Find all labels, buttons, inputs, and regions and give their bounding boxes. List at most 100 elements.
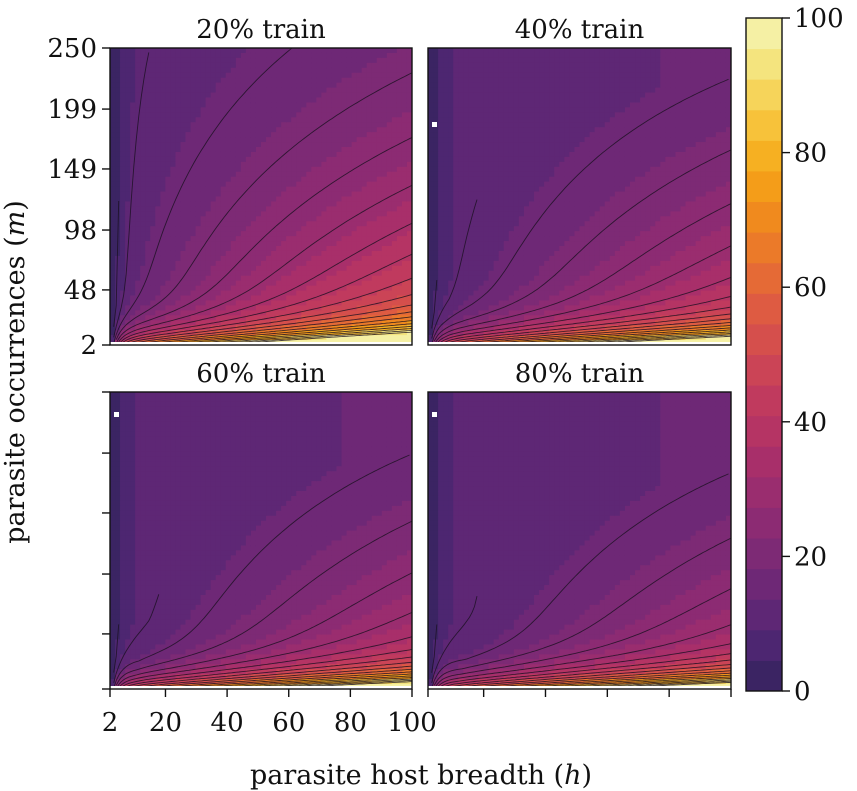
heat-cell — [326, 191, 333, 198]
heat-cell — [225, 186, 232, 193]
heat-cell — [478, 77, 485, 84]
heat-cell — [386, 265, 393, 272]
heat-cell — [195, 325, 202, 331]
heat-cell — [493, 142, 500, 148]
heat-cell — [140, 161, 146, 168]
heat-cell — [346, 117, 353, 123]
heat-cell — [326, 122, 333, 128]
heat-cell — [306, 166, 312, 173]
heat-cell — [483, 107, 490, 113]
heat-cell — [468, 231, 475, 237]
heat-cell — [195, 280, 202, 287]
heat-cell — [255, 127, 262, 133]
heat-cell — [331, 57, 338, 64]
heat-cell — [468, 265, 475, 272]
heat-cell — [493, 72, 500, 79]
heat-cell — [271, 300, 277, 306]
heat-cell — [326, 255, 333, 262]
heat-cell — [493, 176, 500, 183]
heat-cell — [160, 201, 166, 207]
heat-cell — [165, 161, 171, 168]
heat-cell — [401, 72, 408, 79]
heat-cell — [443, 236, 449, 242]
heat-cell — [321, 52, 328, 59]
heat-cell — [110, 325, 116, 331]
heat-cell — [336, 52, 343, 59]
heat-cell — [428, 72, 434, 79]
heat-cell — [276, 137, 282, 143]
heat-cell — [478, 151, 485, 158]
heat-cell — [125, 137, 131, 143]
heat-cell — [120, 246, 126, 252]
heat-cell — [276, 270, 282, 277]
heat-cell — [463, 171, 469, 178]
heat-cell — [406, 236, 412, 242]
heat-cell — [225, 97, 232, 104]
heat-cell — [235, 216, 242, 222]
heat-cell — [245, 67, 252, 74]
heat-cell — [190, 87, 197, 94]
heat-cell — [296, 77, 302, 84]
heat-cell — [326, 260, 333, 267]
heat-cell — [215, 191, 222, 198]
heat-cell — [170, 112, 177, 118]
heat-cell — [125, 191, 131, 198]
heat-cell — [513, 166, 520, 173]
heat-cell — [493, 147, 500, 153]
heat-cell — [366, 132, 373, 138]
heat-cell — [508, 250, 515, 257]
heat-cell — [381, 137, 388, 143]
heat-cell — [493, 132, 500, 138]
heat-cell — [523, 142, 530, 148]
heat-cell — [453, 325, 459, 331]
heat-cell — [508, 92, 515, 99]
heat-cell — [266, 221, 272, 227]
heat-cell — [351, 265, 358, 272]
heat-cell — [120, 201, 126, 207]
heat-cell — [518, 117, 525, 123]
heat-cell — [200, 295, 207, 302]
heat-cell — [483, 77, 490, 84]
heat-cell — [145, 62, 151, 69]
heat-cell — [534, 137, 540, 143]
heat-cell — [503, 102, 510, 108]
heat-cell — [261, 241, 267, 247]
heat-cell — [371, 127, 378, 133]
heat-cell — [150, 67, 156, 74]
heat-cell — [478, 300, 485, 306]
heat-cell — [433, 260, 439, 267]
heat-cell — [539, 107, 545, 113]
heat-cell — [296, 102, 302, 108]
heat-cell — [468, 112, 475, 118]
heat-cell — [534, 255, 540, 262]
heat-cell — [266, 92, 272, 99]
heat-cell — [180, 246, 187, 252]
heat-cell — [215, 206, 222, 212]
heat-cell — [205, 171, 212, 178]
heat-cell — [175, 310, 182, 316]
heat-cell — [478, 226, 485, 232]
heat-cell — [539, 255, 545, 262]
heat-cell — [331, 132, 338, 138]
heat-cell — [110, 300, 116, 306]
heat-cell — [190, 77, 197, 84]
heat-cell — [483, 216, 490, 222]
heat-cell — [210, 77, 217, 84]
heat-cell — [341, 52, 348, 59]
heat-cell — [488, 216, 495, 222]
heat-cell — [145, 265, 151, 272]
heat-cell — [336, 137, 343, 143]
heat-cell — [428, 250, 434, 257]
heat-cell — [433, 325, 439, 331]
heat-cell — [220, 231, 227, 237]
heat-cell — [140, 156, 146, 163]
heat-cell — [448, 280, 454, 287]
heat-cell — [331, 156, 338, 163]
heat-cell — [366, 246, 373, 252]
heat-cell — [125, 151, 131, 158]
heat-cell — [185, 87, 192, 94]
heat-cell — [220, 82, 227, 89]
heat-cell — [301, 102, 307, 108]
heat-cell — [401, 137, 408, 143]
heat-cell — [391, 231, 398, 237]
